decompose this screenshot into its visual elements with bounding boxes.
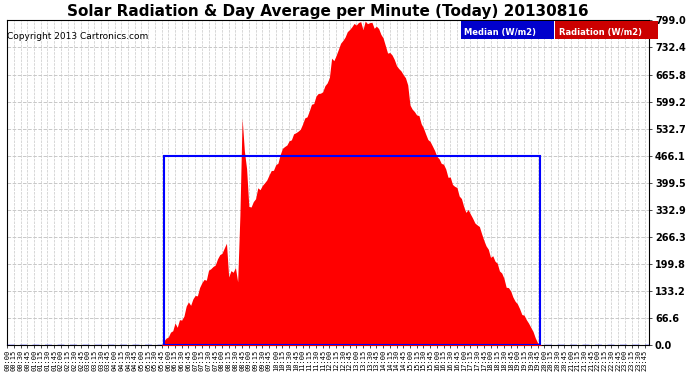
Text: Median (W/m2): Median (W/m2) — [464, 28, 536, 37]
Text: Copyright 2013 Cartronics.com: Copyright 2013 Cartronics.com — [7, 32, 148, 41]
Text: Radiation (W/m2): Radiation (W/m2) — [559, 28, 642, 37]
Bar — [164, 156, 540, 345]
Title: Solar Radiation & Day Average per Minute (Today) 20130816: Solar Radiation & Day Average per Minute… — [68, 4, 589, 19]
